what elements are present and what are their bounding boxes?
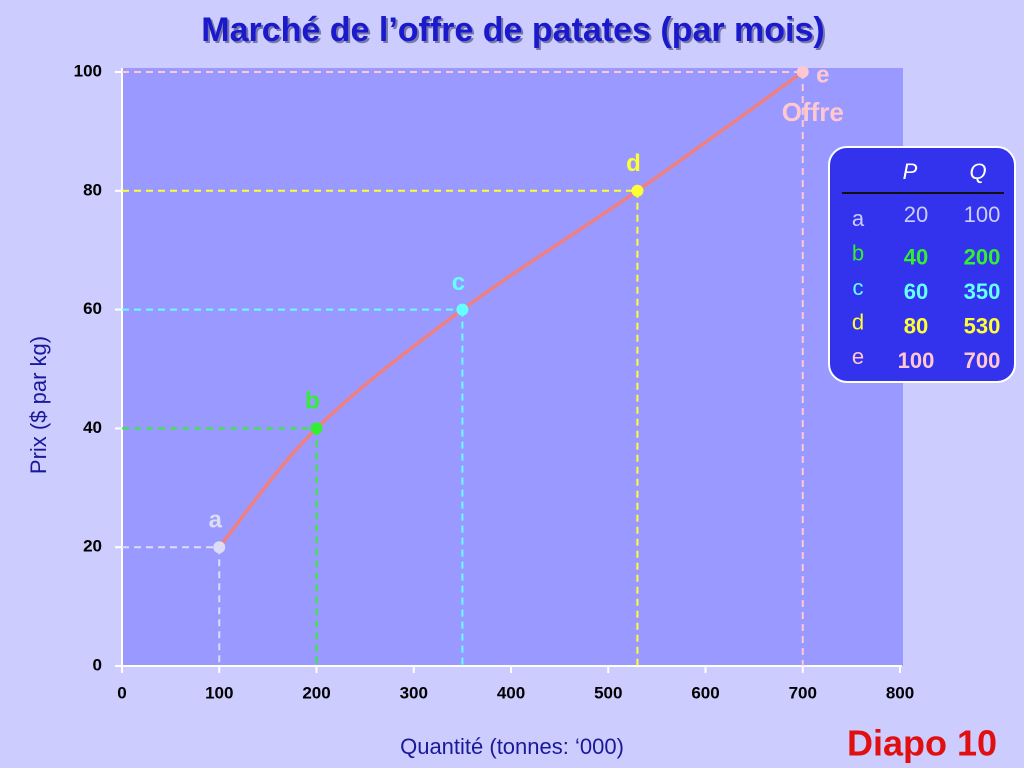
table-p: 100 (898, 348, 935, 373)
chart-title: Marché de l’offre de patates (par mois) (201, 11, 825, 49)
point (310, 422, 323, 435)
plot-area (122, 68, 903, 666)
y-tick-label: 80 (83, 180, 102, 199)
table-header: P (903, 159, 918, 184)
point (796, 66, 809, 78)
table-row-label: d (852, 309, 864, 334)
x-tick-label: 400 (497, 683, 525, 702)
x-tick-label: 700 (789, 683, 817, 702)
x-tick-label: 500 (594, 683, 622, 702)
table-q: 200 (964, 244, 1001, 269)
table-row-label: b (852, 240, 864, 265)
point-label: e (816, 61, 829, 88)
slide-label: Diapo 10 (847, 723, 997, 764)
table-p: 40 (904, 244, 928, 269)
table-header: Q (969, 159, 986, 184)
table-q: 700 (964, 348, 1001, 373)
point (213, 541, 226, 554)
table-box (828, 146, 1016, 383)
y-tick-label: 20 (83, 537, 102, 556)
x-tick-label: 800 (886, 683, 914, 702)
y-tick-label: 0 (93, 655, 102, 674)
x-tick-label: 300 (400, 683, 428, 702)
table-row-label: a (852, 206, 865, 231)
point-label: a (209, 507, 223, 534)
series-name: Offre (782, 97, 844, 127)
table-p: 20 (904, 202, 928, 227)
table-row-label: c (853, 275, 864, 300)
point-label: b (305, 388, 320, 415)
x-tick-label: 100 (205, 683, 233, 702)
table-q: 100 (964, 202, 1001, 227)
y-axis-label: Prix ($ par kg) (26, 336, 51, 474)
table-p: 60 (904, 279, 928, 304)
table-q: 530 (964, 313, 1001, 338)
x-tick-label: 0 (117, 683, 126, 702)
y-tick-label: 60 (83, 299, 102, 318)
table-q: 350 (964, 279, 1001, 304)
y-tick-label: 100 (74, 61, 102, 80)
title-shadow: Marché de l’offre de patates (par mois) (203, 13, 827, 51)
point (631, 184, 644, 197)
y-tick-label: 40 (83, 418, 102, 437)
x-tick-label: 600 (691, 683, 719, 702)
point (456, 303, 469, 316)
supply-curve (217, 70, 804, 549)
x-axis-label: Quantité (tonnes: ‘000) (400, 734, 624, 759)
x-tick-label: 200 (302, 683, 330, 702)
table-p: 80 (904, 313, 928, 338)
point-label: c (452, 269, 465, 296)
table-row-label: e (852, 344, 864, 369)
point-label: d (626, 150, 641, 177)
